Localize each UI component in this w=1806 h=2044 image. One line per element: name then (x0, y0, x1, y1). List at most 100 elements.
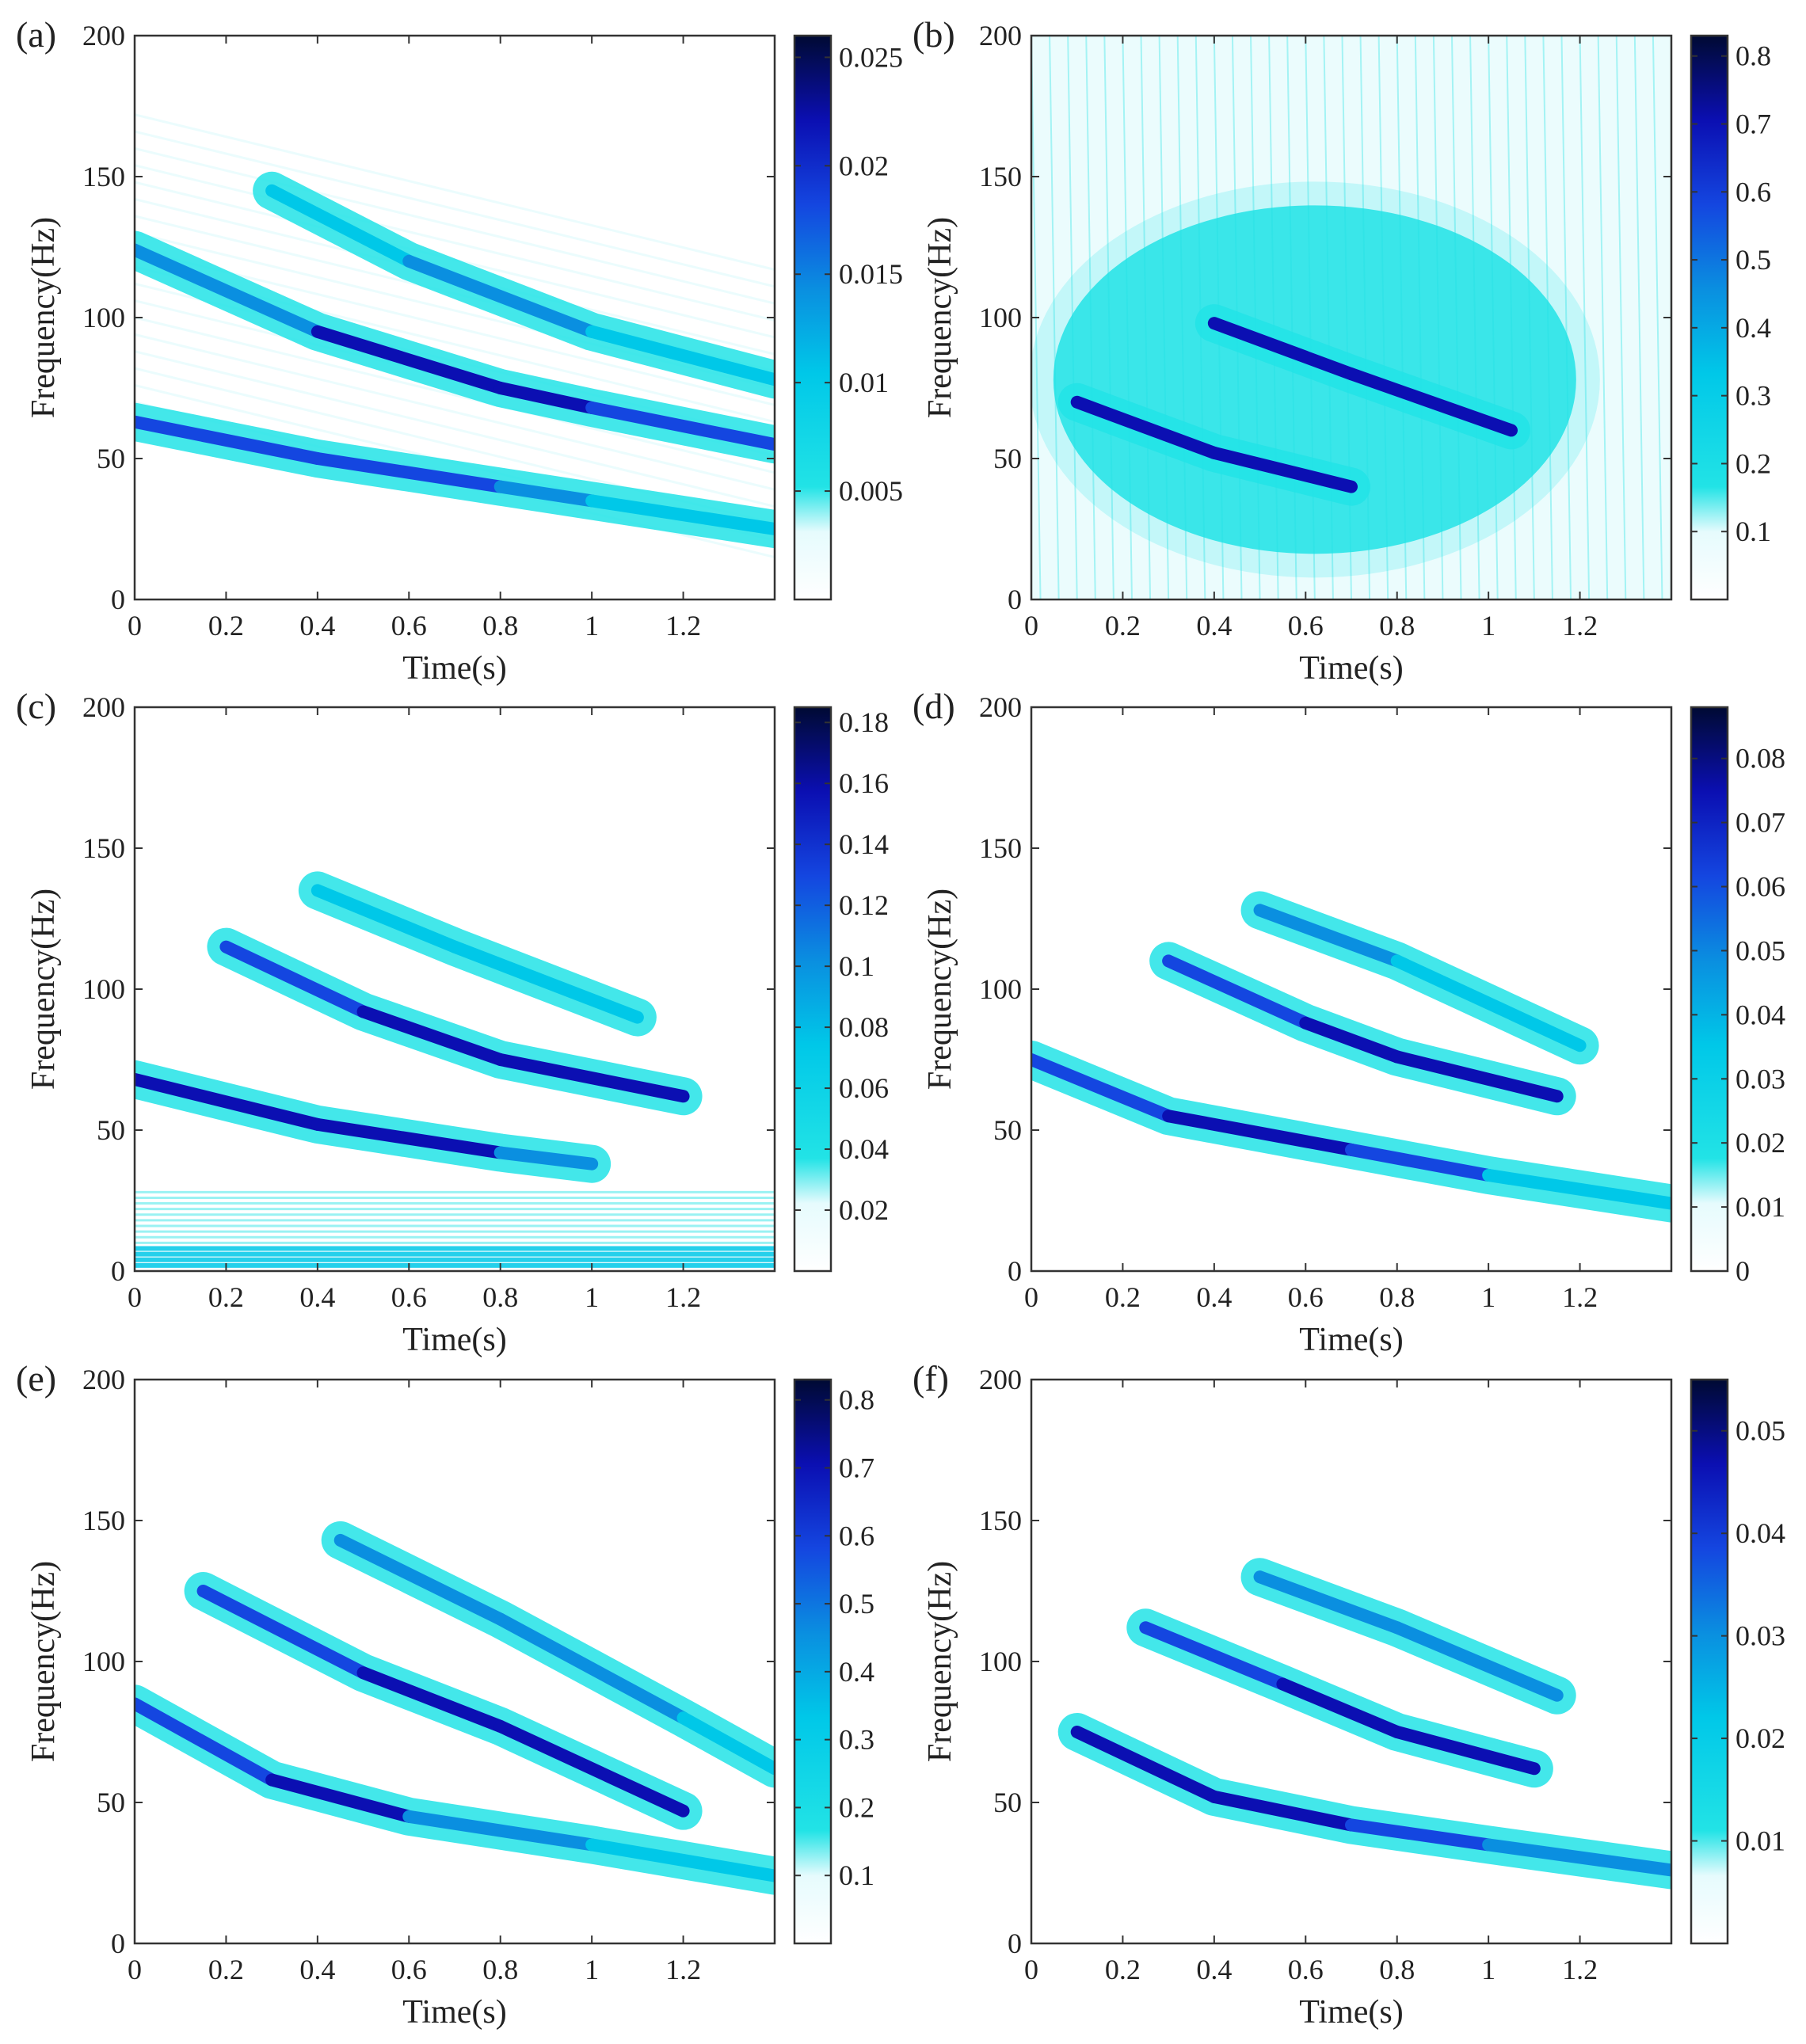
panel-label: (a) (16, 14, 56, 55)
colorbar-tick-label: 0.04 (1736, 999, 1785, 1030)
ridge-core (1390, 1050, 1564, 1103)
interference-line (1506, 36, 1517, 599)
colorbar (794, 707, 831, 1271)
panel-label: (b) (913, 14, 955, 55)
ridge-core (1345, 1818, 1495, 1852)
interference-line (1450, 36, 1462, 599)
ridge-core (1070, 1726, 1221, 1803)
x-tick-label: 0.8 (1379, 1281, 1415, 1313)
y-tick-label: 200 (979, 691, 1022, 723)
interference-line (1469, 36, 1480, 599)
heatmap-content (1057, 1558, 1671, 1890)
y-axis-label: Frequency(Hz) (25, 217, 62, 418)
interference-line (1176, 36, 1188, 599)
x-tick-label: 0.6 (391, 1954, 427, 1985)
x-axis-label: Time(s) (402, 650, 506, 687)
ridge-core (1207, 317, 1358, 381)
background-streak (135, 113, 775, 271)
x-axis-label: Time(s) (402, 1994, 506, 2031)
colorbar-tick-label: 0.01 (1736, 1191, 1785, 1223)
interference-line (1140, 36, 1152, 599)
ridge-core (1207, 446, 1358, 493)
ridge-core (1253, 904, 1404, 968)
ridge-core (1390, 954, 1587, 1052)
colorbar-tick-label: 0.03 (1736, 1063, 1785, 1094)
y-axis-label: Frequency(Hz) (25, 889, 62, 1090)
colorbar-frame (1690, 1378, 1729, 1945)
ridge-core (1276, 1677, 1404, 1738)
x-tick-label: 0.4 (299, 1281, 335, 1313)
x-tick-label: 0 (1024, 1954, 1038, 1985)
colorbar-tick-label: 0.04 (1736, 1517, 1785, 1549)
colorbar-tick-label: 0.2 (839, 1791, 874, 1823)
colorbar-tick-label: 0.05 (1736, 1415, 1785, 1447)
ridge-core (448, 940, 644, 1024)
ridge-core (402, 254, 599, 338)
background-streak (135, 249, 775, 406)
ridge-core (1162, 954, 1313, 1030)
y-tick-label: 50 (97, 443, 125, 474)
colorbar-frame (793, 706, 833, 1273)
y-tick-label: 100 (979, 973, 1022, 1005)
y-tick-label: 0 (111, 1928, 125, 1959)
colorbar-tick-label: 0.05 (1736, 934, 1785, 966)
interference-line (1560, 36, 1572, 599)
colorbar-frame (1690, 706, 1729, 1273)
ridge-core (356, 1666, 507, 1733)
ridge-core (1345, 1143, 1495, 1182)
interference-line (1103, 36, 1114, 599)
interference-line (1579, 36, 1591, 599)
ridge-core (311, 452, 507, 493)
ridge-core (1207, 1790, 1358, 1832)
y-axis-label: Frequency(Hz) (922, 1561, 958, 1762)
colorbar-tick-label: 0.1 (839, 1859, 874, 1891)
x-tick-label: 0 (1024, 1281, 1038, 1313)
colorbar-tick-label: 0.14 (839, 828, 889, 860)
background-streak (135, 147, 775, 305)
y-tick-label: 100 (979, 302, 1022, 333)
ridge-core (265, 1773, 416, 1823)
interference-line (1524, 36, 1535, 599)
heatmap-content (135, 871, 775, 1268)
ridge-core (493, 1146, 599, 1170)
heatmap-content (1031, 891, 1671, 1223)
colorbar-tick-label: 0.7 (839, 1452, 874, 1484)
x-axis-label: Time(s) (1299, 1994, 1403, 2031)
y-tick-label: 150 (979, 1505, 1022, 1536)
x-tick-label: 0.6 (391, 610, 427, 641)
colorbar-tick-label: 0.4 (839, 1656, 874, 1688)
y-tick-label: 200 (82, 1364, 125, 1395)
y-tick-label: 150 (979, 832, 1022, 864)
interference-line (1323, 36, 1334, 599)
colorbar-tick-label: 0.6 (1736, 176, 1771, 207)
x-tick-label: 0.8 (1379, 610, 1415, 641)
interference-line (1049, 36, 1060, 599)
colorbar (1691, 36, 1728, 599)
spectrogram-panel: 0 0.2 0.4 0.6 0.8 1 1.2 0 50 100 150 200 Time(s) Freq… (913, 14, 1771, 687)
colorbar-tick-label: 0.04 (839, 1133, 889, 1165)
colorbar-tick-label: 0.01 (839, 367, 889, 398)
ridge-core (585, 494, 775, 535)
colorbar-tick-label: 0.7 (1736, 108, 1771, 140)
colorbar-tick-label: 0.8 (839, 1384, 874, 1416)
x-tick-label: 0.4 (1196, 1954, 1232, 1985)
heatmap-content (1031, 36, 1671, 599)
y-tick-label: 200 (979, 1364, 1022, 1395)
interference-line (1377, 36, 1389, 599)
x-axis-label: Time(s) (1299, 1322, 1403, 1358)
x-tick-label: 1.2 (665, 1954, 701, 1985)
interference-line (1542, 36, 1553, 599)
ridge-core (585, 325, 775, 386)
ridge-core (493, 382, 599, 414)
plot-area (135, 707, 775, 1271)
ridge-core (1299, 1016, 1404, 1064)
ridge-core (402, 1810, 599, 1852)
interference-line (1432, 36, 1444, 599)
x-tick-label: 1.2 (1562, 1954, 1598, 1985)
x-tick-label: 0.8 (1379, 1954, 1415, 1985)
colorbar-tick-label: 0.02 (1736, 1127, 1785, 1159)
x-tick-label: 1 (1481, 610, 1495, 641)
spectrogram-panel: 0 0.2 0.4 0.6 0.8 1 1.2 0 50 100 150 200 Time(s) Freq… (16, 14, 903, 687)
ridge-core (1162, 1110, 1358, 1156)
